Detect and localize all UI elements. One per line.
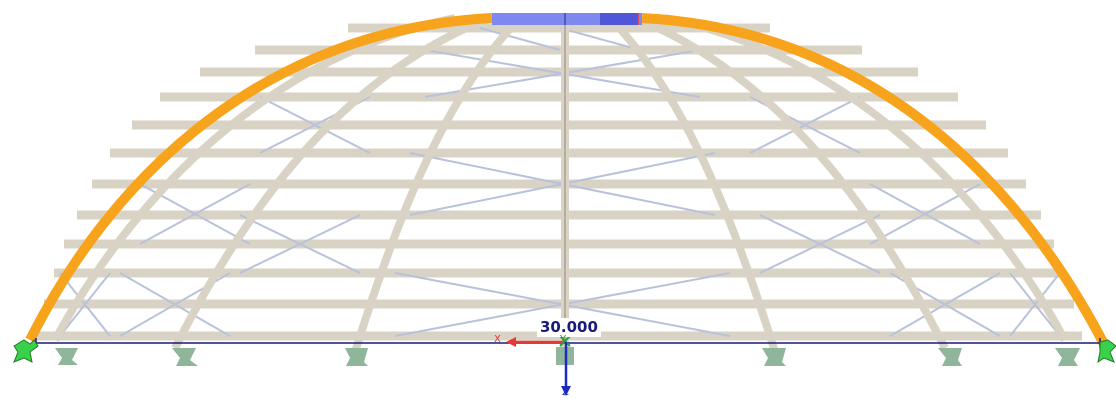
- selected-arch-right[interactable]: [641, 13, 1111, 351]
- end-supports: [13, 339, 1116, 364]
- support-icon: [938, 348, 962, 366]
- top-highlight-segment[interactable]: [492, 13, 642, 25]
- support-icon: [1055, 348, 1080, 366]
- axis-y-label: Y: [560, 334, 567, 345]
- support-icon: [345, 348, 368, 366]
- rib-left-2: [171, 14, 492, 350]
- axis-x-label: X: [494, 334, 501, 345]
- dimension-label: 30.000: [537, 318, 601, 337]
- axis-z-label: Z: [562, 387, 569, 398]
- supports: [55, 347, 1080, 366]
- support-icon: [172, 348, 198, 366]
- support-icon: [762, 348, 786, 366]
- selected-arch-left[interactable]: [25, 13, 493, 343]
- pin-support-left-icon: [13, 339, 39, 363]
- support-icon: [55, 348, 78, 365]
- coordinate-axes: [506, 335, 571, 396]
- purlin-rings: [36, 23, 1082, 341]
- rib-right-outer: [664, 14, 1069, 342]
- rib-right-3: [607, 15, 779, 354]
- rib-right-2: [633, 14, 949, 350]
- rib-left-3: [351, 15, 523, 354]
- pin-support-right-icon: [1097, 339, 1116, 364]
